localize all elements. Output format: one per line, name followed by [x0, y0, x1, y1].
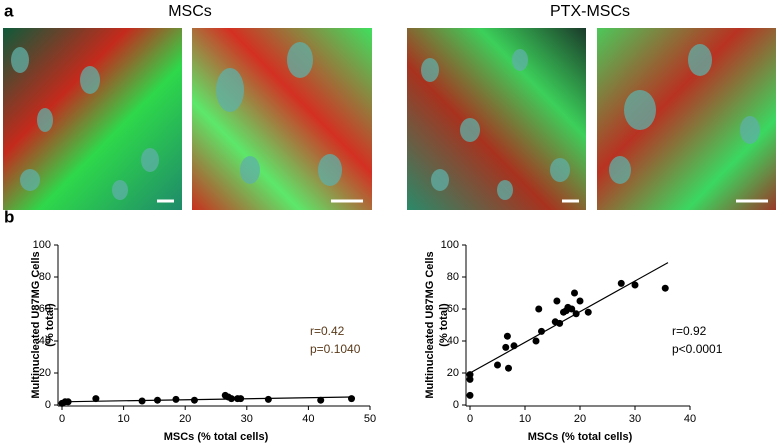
nuclei	[11, 42, 760, 200]
x-axis-label: MSCs (% total cells)	[528, 431, 633, 443]
point	[617, 279, 625, 287]
group-title: PTX-MSCs	[550, 3, 630, 20]
x-tick-label: 0	[59, 413, 65, 425]
point	[571, 289, 578, 297]
point	[190, 396, 198, 404]
point	[631, 281, 639, 289]
annotation: p=0.1040	[310, 342, 361, 356]
x-tick-label: 10	[519, 413, 531, 425]
point	[494, 361, 501, 369]
panel-label: a	[4, 1, 14, 20]
point	[576, 297, 584, 305]
y-tick-label: 20	[39, 367, 51, 379]
y-tick-label: 40	[39, 335, 51, 347]
point	[584, 308, 592, 316]
group-title: MSCs	[168, 3, 212, 20]
y-tick-label: 0	[453, 399, 459, 411]
y-tick-label: 80	[447, 271, 459, 283]
point	[502, 343, 510, 351]
point	[505, 364, 512, 372]
fit-line	[469, 262, 669, 374]
y-axis-label: (% total)	[44, 303, 56, 347]
y-tick-label: 20	[447, 367, 459, 379]
point	[172, 395, 180, 403]
x-tick-label: 40	[684, 413, 696, 425]
point	[568, 305, 576, 313]
y-tick-label: 60	[39, 303, 51, 315]
point	[138, 397, 146, 405]
point	[538, 327, 545, 335]
point	[153, 396, 161, 404]
x-tick-label: 30	[629, 413, 641, 425]
x-tick-label: 30	[241, 413, 253, 425]
point	[348, 395, 356, 403]
point	[466, 375, 474, 383]
y-tick-label: 100	[33, 239, 51, 251]
point	[466, 391, 474, 399]
point	[553, 297, 561, 305]
point	[556, 319, 564, 327]
point	[227, 395, 235, 403]
point	[535, 305, 543, 313]
y-tick-label: 0	[45, 399, 51, 411]
point	[510, 342, 518, 350]
point	[661, 284, 669, 292]
y-axis-label: (% total)	[438, 303, 450, 347]
annotation: r=0.42	[310, 324, 345, 338]
y-axis-label: Multinucleated U87MG Cells	[424, 251, 436, 398]
point	[572, 310, 580, 318]
x-tick-label: 40	[302, 413, 314, 425]
point	[92, 395, 100, 403]
x-tick-label: 20	[179, 413, 191, 425]
y-tick-label: 60	[447, 303, 459, 315]
point	[237, 395, 245, 403]
x-axis-label: MSCs (% total cells)	[164, 431, 269, 443]
point	[64, 398, 72, 406]
point	[466, 371, 474, 379]
micrographs	[3, 28, 776, 210]
point	[264, 395, 272, 403]
point	[532, 337, 540, 345]
annotation: r=0.92	[672, 324, 707, 338]
y-tick-label: 80	[39, 271, 51, 283]
y-tick-label: 40	[447, 335, 459, 347]
fit-line	[61, 396, 352, 403]
point	[317, 396, 325, 404]
x-tick-label: 20	[574, 413, 586, 425]
point	[503, 332, 511, 340]
micrograph	[192, 28, 372, 210]
annotation: p<0.0001	[672, 342, 723, 356]
x-tick-label: 50	[364, 413, 376, 425]
x-tick-label: 0	[467, 413, 473, 425]
panel-label: b	[4, 207, 14, 226]
y-axis-label: Multinucleated U87MG Cells	[30, 251, 42, 398]
y-tick-label: 100	[441, 239, 459, 251]
x-tick-label: 10	[117, 413, 129, 425]
